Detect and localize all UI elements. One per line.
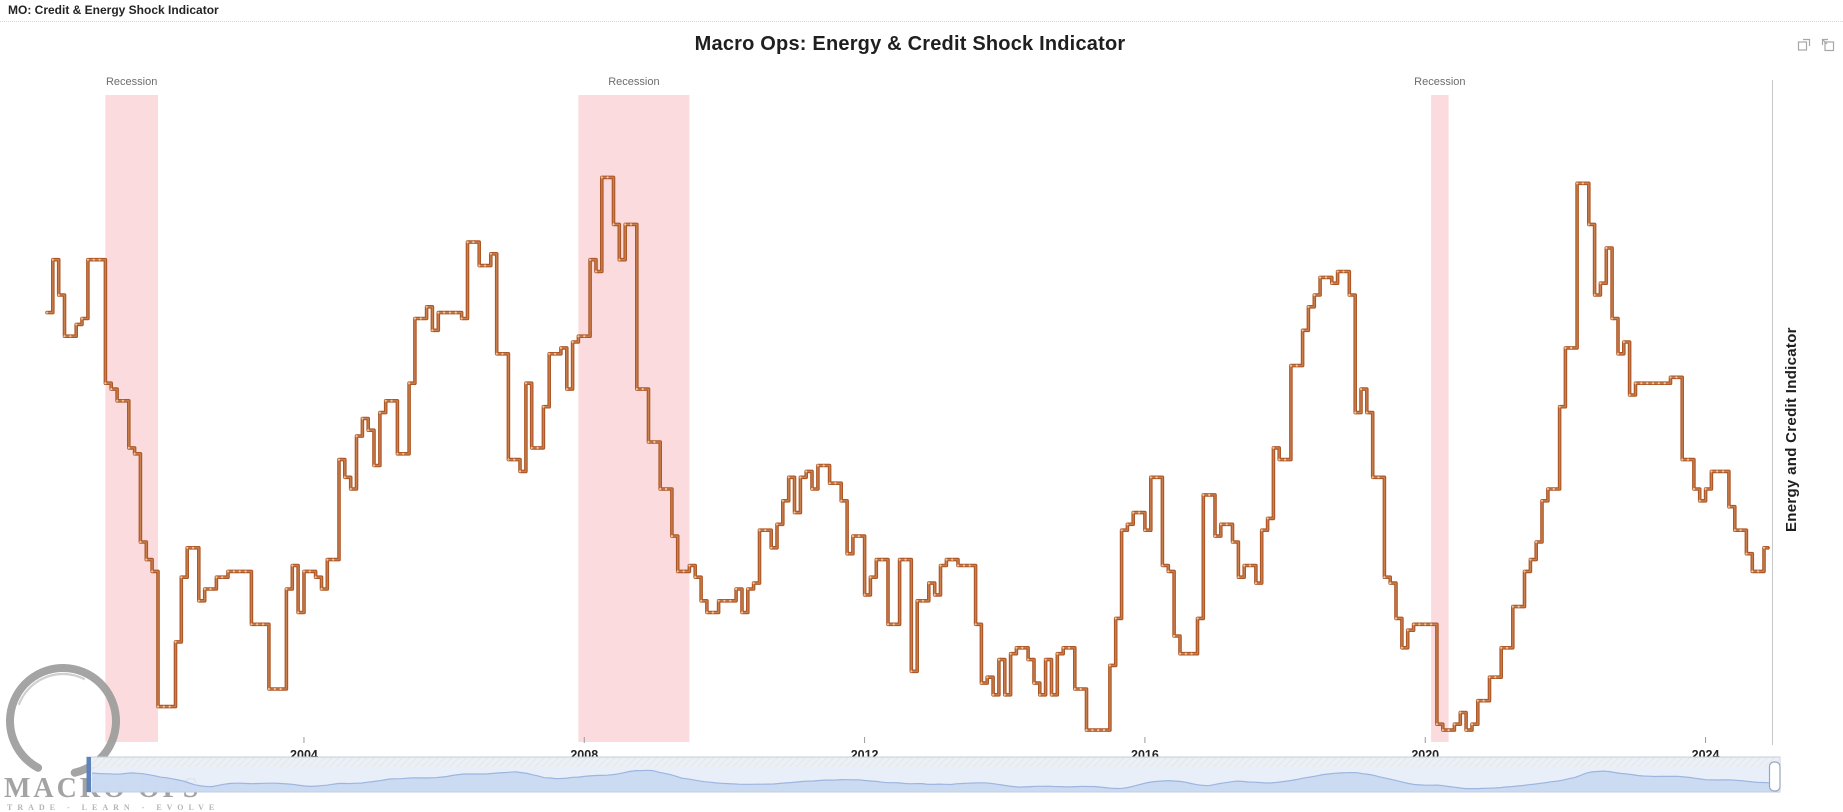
recession-band <box>105 95 158 742</box>
recession-band <box>578 95 690 742</box>
chart-title: Macro Ops: Energy & Credit Shock Indicat… <box>694 33 1126 55</box>
visual-header-toolbar <box>1797 38 1835 52</box>
y-axis-title: Energy and Credit Indicator <box>1783 327 1800 533</box>
recession-label: Recession <box>1414 76 1466 88</box>
recession-band <box>1431 95 1449 742</box>
logo-enso-circle <box>6 664 120 778</box>
brush-left-handle[interactable] <box>86 757 92 792</box>
report-tab-bar: MO: Credit & Energy Shock Indicator <box>0 0 1843 22</box>
logo-tagline: TRADE - LEARN - EVOLVE <box>7 803 219 812</box>
report-tab-title[interactable]: MO: Credit & Energy Shock Indicator <box>8 3 219 17</box>
restore-icon[interactable] <box>1821 38 1835 52</box>
popout-icon[interactable] <box>1797 38 1811 52</box>
brush-mini-area <box>92 770 1775 792</box>
recession-label: Recession <box>105 76 158 88</box>
brush-right-handle[interactable] <box>1768 761 1781 792</box>
brush-zoom-track[interactable] <box>88 757 1779 767</box>
recession-label: Recession <box>608 76 660 88</box>
